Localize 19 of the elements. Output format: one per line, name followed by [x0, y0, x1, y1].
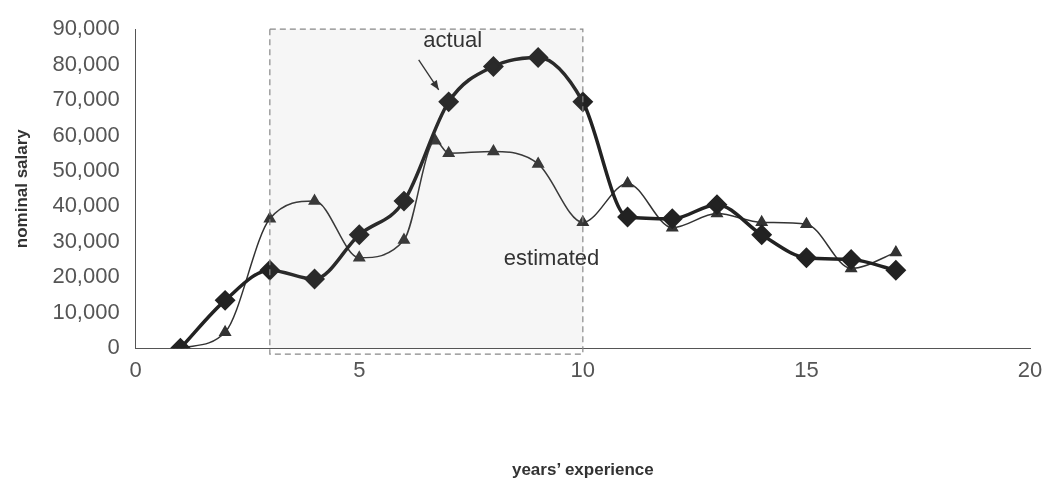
- y-tick-label: 60,000: [52, 121, 120, 147]
- annotation: actual: [423, 26, 483, 52]
- y-axis-title: nominal salary: [11, 128, 31, 249]
- x-tick-label: 0: [129, 357, 142, 383]
- y-tick-label: 40,000: [52, 192, 120, 218]
- y-tick-label: 30,000: [52, 227, 120, 253]
- y-tick-label: 80,000: [52, 50, 120, 76]
- y-tick-label: 10,000: [52, 298, 120, 324]
- x-tick-label: 5: [353, 357, 366, 383]
- x-tick-label: 15: [794, 357, 819, 383]
- x-axis-title: years’ experience: [511, 460, 654, 480]
- x-tick-label: 10: [570, 357, 596, 383]
- y-tick-label: 50,000: [52, 157, 120, 183]
- x-tick-label: 20: [1017, 357, 1043, 383]
- annotation: estimated: [503, 244, 600, 270]
- y-tick-label: 70,000: [52, 86, 120, 112]
- y-tick-label: 20,000: [52, 263, 120, 289]
- y-tick-label: 0: [107, 334, 120, 360]
- y-tick-label: 90,000: [52, 15, 120, 41]
